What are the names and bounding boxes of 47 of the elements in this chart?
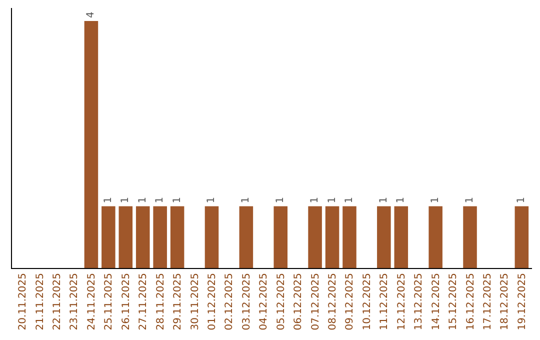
x-tick-label: 18.12.2025 xyxy=(500,273,511,330)
data-label: 1 xyxy=(326,196,338,204)
x-tick-label: 24.11.2025 xyxy=(86,273,98,330)
data-label: 1 xyxy=(275,196,286,204)
x-tick-label: 19.12.2025 xyxy=(516,273,528,330)
x-tick-label: 07.12.2025 xyxy=(310,273,322,330)
x-tick-label: 03.12.2025 xyxy=(241,273,252,330)
x-tick-label: 04.12.2025 xyxy=(258,273,270,330)
data-label: 1 xyxy=(516,196,528,204)
data-label: 1 xyxy=(206,196,218,204)
data-label: 1 xyxy=(378,196,390,204)
x-tick-label: 02.12.2025 xyxy=(224,273,236,330)
data-label: 1 xyxy=(240,196,252,204)
x-tick-label: 21.11.2025 xyxy=(34,273,46,330)
x-tick-label: 11.12.2025 xyxy=(379,273,390,330)
x-tick-label: 12.12.2025 xyxy=(396,273,408,330)
x-tick-label: 14.12.2025 xyxy=(430,273,442,330)
data-label: 1 xyxy=(172,196,183,204)
data-label: 4 xyxy=(86,12,97,18)
x-tick-label: 01.12.2025 xyxy=(206,273,218,330)
data-label: 1 xyxy=(396,196,407,204)
x-tick-label: 15.12.2025 xyxy=(448,273,460,330)
x-tick-label: 28.11.2025 xyxy=(155,273,166,330)
data-label: 1 xyxy=(120,196,132,204)
data-label: 1 xyxy=(102,196,114,204)
x-tick-label: 13.12.2025 xyxy=(414,273,425,330)
x-tick-label: 10.12.2025 xyxy=(362,273,373,330)
x-tick-label: 30.11.2025 xyxy=(190,273,201,330)
data-label: 1 xyxy=(310,196,321,204)
x-tick-label: 23.11.2025 xyxy=(69,273,80,330)
x-tick-label: 09.12.2025 xyxy=(344,273,356,330)
x-tick-label: 16.12.2025 xyxy=(465,273,476,330)
x-tick-label: 25.11.2025 xyxy=(104,273,115,330)
x-tick-label: 29.11.2025 xyxy=(172,273,184,330)
x-tick-label: 22.11.2025 xyxy=(52,273,64,330)
data-label: 1 xyxy=(430,196,442,204)
x-tick-label: 20.11.2025 xyxy=(18,273,29,330)
x-tick-label: 08.12.2025 xyxy=(328,273,339,330)
x-tick-label: 27.11.2025 xyxy=(138,273,150,330)
data-label: 1 xyxy=(464,196,476,204)
x-tick-label: 06.12.2025 xyxy=(293,273,304,330)
x-tick-label: 26.11.2025 xyxy=(120,273,132,330)
data-label: 1 xyxy=(154,196,166,204)
x-tick-label: 05.12.2025 xyxy=(276,273,287,330)
data-label: 1 xyxy=(137,196,148,204)
data-label: 1 xyxy=(344,196,355,204)
x-tick-label: 17.12.2025 xyxy=(482,273,494,330)
